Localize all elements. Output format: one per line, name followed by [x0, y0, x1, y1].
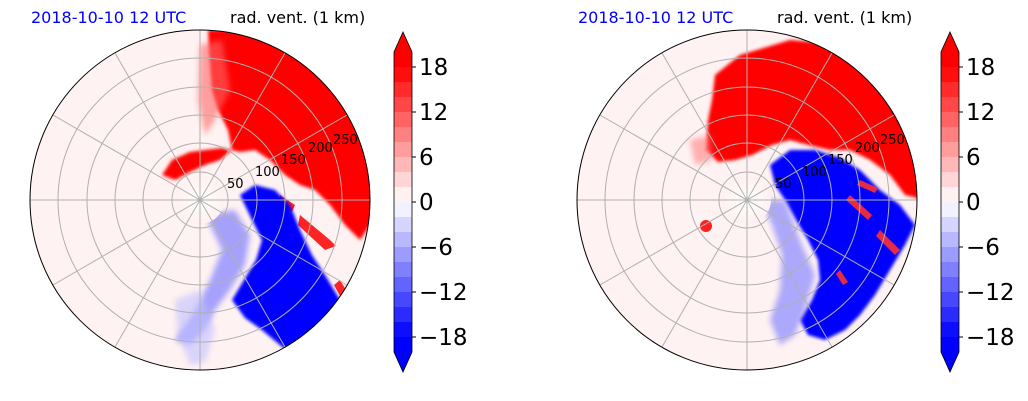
- colorbar-tick-label: −6: [966, 235, 1000, 261]
- colorbar: 18 12 6 0 −6 −12 −18: [393, 31, 468, 373]
- colorbar-band: [394, 247, 412, 263]
- colorbar-band: [394, 67, 412, 83]
- colorbar-extend-high: [941, 32, 959, 52]
- colorbar-band: [941, 142, 959, 158]
- colorbar-band: [394, 337, 412, 353]
- colorbar-band: [941, 292, 959, 308]
- radial-tick-label: 150: [281, 153, 306, 168]
- radial-tick-label: 100: [255, 165, 280, 180]
- colorbar-tick-label: −6: [419, 235, 453, 261]
- colorbar-tick-label: 6: [966, 145, 981, 171]
- radial-tick-label: 50: [775, 177, 792, 192]
- colorbar-tick-label: 18: [966, 55, 995, 81]
- date-label: 2018-10-10 12 UTC: [31, 8, 186, 27]
- colorbar-band: [394, 262, 412, 278]
- colorbar-band: [394, 202, 412, 218]
- colorbar-tick-label: 12: [419, 100, 448, 126]
- plot-border: [576, 29, 918, 371]
- colorbar-outline: [393, 31, 413, 373]
- colorbar-tick-label: −12: [966, 280, 1015, 306]
- date-label: 2018-10-10 12 UTC: [578, 8, 733, 27]
- negative-fringe: [175, 210, 250, 345]
- colorbar-band: [941, 127, 959, 143]
- colorbar-band: [941, 277, 959, 293]
- colorbar-band: [941, 262, 959, 278]
- colorbar-band: [394, 97, 412, 113]
- colorbar-band: [941, 307, 959, 323]
- colorbar-extend-low: [941, 352, 959, 372]
- colorbar-tick-label: 0: [419, 190, 434, 216]
- colorbar-tick-label: −18: [419, 325, 468, 351]
- colorbar-extend-high: [394, 32, 412, 52]
- colorbar-band: [941, 322, 959, 338]
- radial-tick-label: 150: [828, 153, 853, 168]
- colorbar-band: [941, 337, 959, 353]
- polar-grid: [30, 30, 370, 370]
- colorbar-band: [941, 52, 959, 68]
- colorbar-tick-label: −18: [966, 325, 1015, 351]
- colorbar-band: [941, 172, 959, 188]
- panel-left: 2018-10-10 12 UTC rad. vent. (1 km): [29, 8, 468, 373]
- radial-tick-label: 200: [855, 141, 880, 156]
- colorbar-outline: [940, 31, 960, 373]
- colorbar: 18 12 6 0 −6 −12 −18: [940, 31, 1015, 373]
- positive-cell: [700, 220, 712, 232]
- colorbar-band: [941, 202, 959, 218]
- colorbar-tick-label: 12: [966, 100, 995, 126]
- plot-border: [29, 29, 371, 371]
- colorbar-band: [394, 112, 412, 128]
- colorbar-band: [394, 277, 412, 293]
- colorbar-tick-label: 6: [419, 145, 434, 171]
- colorbar-band: [394, 292, 412, 308]
- polar-grid: [577, 30, 917, 370]
- negative-fringe: [760, 200, 815, 345]
- radial-tick-label: 100: [802, 165, 827, 180]
- colorbar-extend-low: [394, 352, 412, 372]
- colorbar-tick-label: 18: [419, 55, 448, 81]
- colorbar-band: [941, 247, 959, 263]
- radial-tick-label: 50: [227, 177, 244, 192]
- colorbar-band: [941, 232, 959, 248]
- colorbar-band: [394, 232, 412, 248]
- grid-spoke: [52, 114, 348, 286]
- colorbar-band: [941, 67, 959, 83]
- colorbar-band: [394, 307, 412, 323]
- colorbar-tick-label: 0: [966, 190, 981, 216]
- colorbar-band: [394, 157, 412, 173]
- colorbar-band: [394, 127, 412, 143]
- negative-region: [770, 150, 915, 340]
- colorbar-band: [394, 322, 412, 338]
- colorbar-band: [394, 217, 412, 233]
- colorbar-band: [941, 82, 959, 98]
- colorbar-band: [394, 82, 412, 98]
- colorbar-band: [394, 52, 412, 68]
- positive-streaks: [836, 180, 900, 285]
- chart-title: rad. vent. (1 km): [230, 8, 365, 27]
- colorbar-band: [394, 187, 412, 203]
- colorbar-band: [394, 142, 412, 158]
- positive-fringe: [690, 135, 712, 165]
- colorbar-band: [941, 157, 959, 173]
- negative-fringe-2: [175, 290, 215, 365]
- chart-title: rad. vent. (1 km): [777, 8, 912, 27]
- colorbar-band: [394, 172, 412, 188]
- colorbar-tick-label: −12: [419, 280, 468, 306]
- radial-tick-label: 250: [880, 133, 905, 148]
- colorbar-band: [941, 97, 959, 113]
- radial-tick-label: 250: [333, 133, 358, 148]
- colorbar-band: [941, 217, 959, 233]
- grid-spoke: [599, 114, 895, 286]
- radial-tick-label: 200: [308, 141, 333, 156]
- colorbar-band: [941, 187, 959, 203]
- colorbar-band: [941, 112, 959, 128]
- panel-right: 2018-10-10 12 UTC rad. vent. (1 km): [576, 8, 1015, 373]
